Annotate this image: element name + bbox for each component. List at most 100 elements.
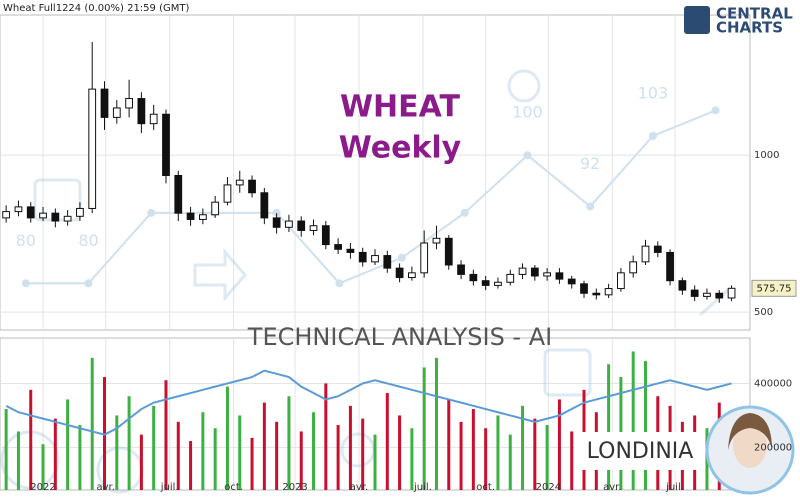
candle-body — [604, 288, 613, 296]
candle-body — [494, 281, 502, 286]
candle-body — [14, 206, 23, 213]
volume-bar — [275, 421, 279, 490]
volume-bar — [176, 421, 180, 490]
volume-bar — [410, 428, 414, 490]
candle-body — [39, 212, 47, 219]
x-tick-label: juil. — [665, 482, 684, 493]
candle-body — [641, 245, 650, 263]
volume-bar — [348, 405, 352, 490]
candle-body — [408, 272, 416, 279]
candle-body — [125, 98, 133, 109]
candle-body — [690, 289, 699, 297]
y-tick-label: 1000 — [754, 150, 779, 161]
brand-box — [575, 432, 705, 470]
volume-bar — [189, 441, 193, 490]
volume-bar — [312, 412, 316, 490]
candle-body — [186, 212, 195, 220]
annotation: TECHNICAL ANALYSIS - AI — [247, 323, 552, 351]
candle-body — [432, 237, 441, 244]
volume-bar — [78, 425, 82, 490]
candle-body — [727, 287, 736, 299]
volume-bar — [496, 415, 500, 490]
candle-body — [592, 292, 601, 296]
candle-body — [469, 273, 478, 282]
candle-body — [506, 273, 515, 283]
volume-bar — [459, 421, 463, 490]
volume-bar — [508, 434, 512, 490]
x-tick-label: 2022 — [30, 482, 55, 493]
candle-body — [211, 201, 220, 216]
candle-body — [518, 267, 527, 275]
candle-body — [617, 272, 625, 290]
volume-bar — [361, 418, 365, 490]
volume-bar — [164, 380, 168, 490]
candle-body — [555, 272, 564, 280]
ai-rating-point — [648, 132, 657, 141]
x-tick-label: juil. — [413, 482, 432, 493]
instrument-info: Wheat Full1224 (0.00%) 21:59 (GMT) — [3, 3, 189, 14]
candle-body — [285, 220, 293, 228]
x-tick-label: 2024 — [536, 482, 561, 493]
chart-subtitle: Weekly — [339, 131, 462, 166]
candle-body — [703, 292, 711, 297]
volume-bar — [16, 431, 20, 490]
volume-bar — [607, 364, 611, 490]
volume-bar — [398, 415, 402, 490]
last-price-box — [751, 279, 797, 297]
candle-body — [223, 184, 232, 203]
x-tick-label: avr. — [97, 482, 115, 493]
y-tick-label: 500 — [754, 307, 773, 318]
candle-body — [358, 251, 367, 263]
candle-body — [174, 174, 183, 214]
candle-body — [272, 217, 281, 228]
volume-bar — [139, 434, 143, 490]
candle-body — [567, 278, 576, 285]
candle-body — [137, 98, 146, 125]
candle-body — [63, 215, 72, 222]
ai-rating-label: 80 — [78, 231, 98, 250]
x-tick-label: 2023 — [282, 482, 307, 493]
candle-body — [321, 225, 330, 246]
volume-bar — [53, 418, 57, 490]
volume-bar — [643, 361, 647, 490]
candle-body — [235, 179, 244, 186]
candle-body — [666, 251, 674, 282]
ai-rating-label: 80 — [16, 231, 36, 250]
candle-body — [248, 179, 256, 194]
ai-rating-point — [21, 279, 30, 288]
ai-rating-point — [147, 208, 156, 217]
candle-body — [653, 245, 662, 253]
volume-bar — [422, 367, 426, 490]
y-tick-label: 200000 — [754, 442, 792, 453]
ai-rating-point — [398, 253, 407, 262]
volume-bar — [262, 402, 266, 490]
candle-body — [383, 255, 392, 269]
candle-body — [198, 214, 207, 220]
volume-bar — [152, 405, 156, 490]
x-tick-label: oct. — [476, 482, 495, 493]
candle-body — [715, 292, 724, 299]
volume-bar — [447, 399, 451, 490]
volume-bar — [373, 434, 377, 490]
last-price-label: 575.75 — [757, 283, 792, 294]
candle-body — [309, 225, 318, 231]
ai-rating-point — [711, 106, 720, 115]
candle-body — [162, 113, 170, 176]
volume-bar — [115, 415, 119, 490]
volume-bar — [631, 351, 635, 490]
volume-bar — [484, 428, 488, 490]
candle-body — [395, 267, 404, 279]
volume-bar — [557, 399, 561, 490]
volume-bar — [471, 409, 475, 490]
ai-rating-label: 103 — [638, 84, 669, 103]
logo-text: CHARTS — [716, 19, 783, 37]
candle-body — [530, 267, 539, 277]
volume-bar — [66, 399, 70, 490]
ai-rating-point — [84, 279, 93, 288]
volume-bar — [41, 444, 45, 490]
volume-bar — [29, 389, 33, 490]
volume-bar — [533, 418, 537, 490]
x-tick-label: avr. — [350, 482, 368, 493]
avatar-hair — [728, 413, 772, 450]
ai-rating-line — [25, 109, 716, 285]
